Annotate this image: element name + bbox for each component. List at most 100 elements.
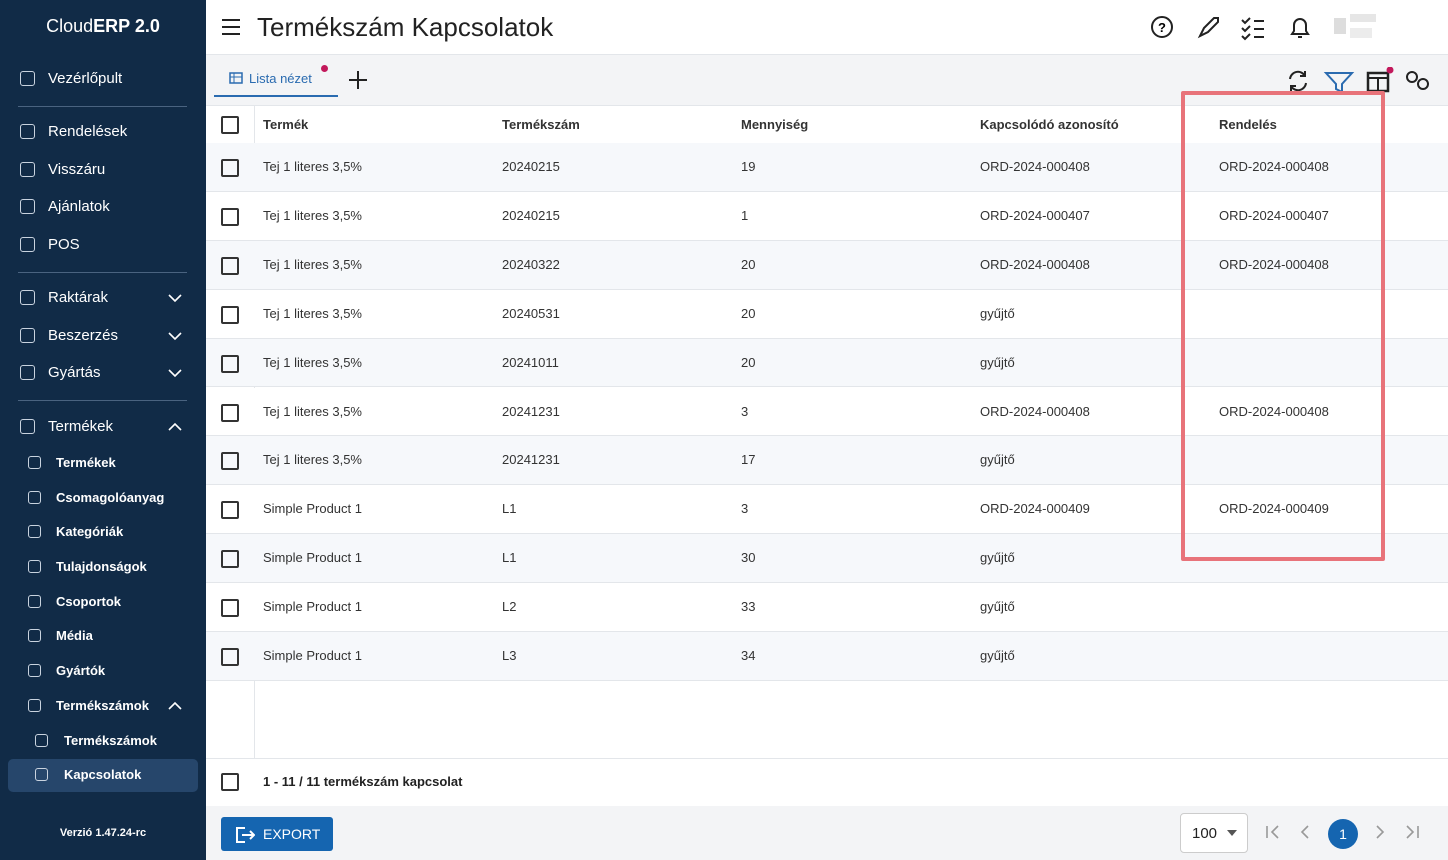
chevron[interactable] [168, 368, 182, 378]
export-button[interactable]: EXPORT [221, 817, 333, 851]
menu-icon [20, 365, 35, 380]
chevron[interactable] [168, 701, 182, 711]
table-cell: ORD-2024-000408 [980, 403, 1090, 419]
table-cell: 1 [741, 207, 749, 223]
table-row [206, 583, 1448, 632]
row-summary: 1 - 11 / 11 termékszám kapcsolat [263, 774, 463, 789]
checkbox[interactable] [221, 116, 239, 134]
checkbox[interactable] [221, 403, 239, 422]
chevron[interactable] [168, 293, 182, 303]
checkbox[interactable] [221, 452, 239, 471]
menu-item[interactable]: Beszerzés [48, 327, 119, 344]
toolbar-icons[interactable] [1286, 67, 1436, 95]
submenu-item[interactable]: Termékszámok [64, 733, 157, 748]
menu-item[interactable]: Ajánlatok [48, 198, 110, 215]
table-cell: Simple Product 1 [263, 599, 362, 615]
topbar: Termékszám Kapcsolatok ? [206, 0, 1448, 55]
version: Verzió 1.47.24-rc [59, 827, 147, 839]
checkbox[interactable] [221, 501, 239, 520]
table-cell: gyűjtő [980, 648, 1015, 663]
export-label: EXPORT [263, 826, 321, 842]
menu-icon [20, 71, 35, 86]
checkbox[interactable] [221, 599, 239, 618]
menu-icon [20, 419, 35, 434]
menu-item[interactable]: Vezérlőpult [48, 70, 123, 87]
menu-icon [20, 328, 35, 343]
table-cell: ORD-2024-000408 [1219, 403, 1329, 419]
table-row [206, 240, 1448, 290]
submenu-item[interactable]: Gyártók [56, 663, 106, 678]
chevron[interactable] [168, 331, 182, 341]
brand: CloudERP 2.0 [0, 16, 206, 37]
table-cell: 20240322 [502, 256, 560, 272]
column-header[interactable]: Rendelés [1219, 117, 1277, 132]
column-header[interactable]: Termék [263, 117, 309, 132]
submenu-item[interactable]: Kategóriák [56, 524, 124, 539]
submenu-icon [28, 456, 41, 469]
tab[interactable]: Lista nézet [214, 55, 338, 97]
table-cell: 20240215 [502, 207, 560, 223]
table-cell: ORD-2024-000407 [980, 207, 1090, 223]
checkbox[interactable] [221, 305, 239, 324]
table-cell: 20241011 [502, 354, 559, 370]
checkbox[interactable] [221, 354, 239, 373]
checkbox[interactable] [221, 550, 239, 569]
column-header[interactable]: Mennyiség [741, 117, 809, 132]
add-tab[interactable] [347, 69, 369, 91]
table-cell: 19 [741, 159, 756, 174]
table-cell: gyűjtő [980, 452, 1015, 468]
table-cell: 3 [741, 403, 749, 419]
table-cell: Simple Product 1 [263, 501, 362, 517]
brand-bold: ERP 2.0 [93, 16, 160, 36]
table-row [206, 632, 1448, 681]
column-header[interactable]: Kapcsolódó azonosító [980, 117, 1119, 132]
menu-toggle[interactable] [220, 17, 242, 37]
highlight-box [1181, 91, 1385, 561]
checkbox[interactable] [221, 256, 239, 275]
table-cell: 20240531 [502, 305, 560, 321]
submenu-item[interactable]: Csoportok [56, 594, 121, 609]
table-cell: 34 [741, 648, 756, 663]
checkbox[interactable] [221, 648, 239, 666]
chevron[interactable] [168, 422, 182, 432]
submenu-item[interactable]: Kapcsolatok [64, 767, 142, 782]
table-cell: gyűjtő [980, 599, 1015, 615]
table-cell: ORD-2024-000408 [1219, 159, 1329, 174]
table-cell: gyűjtő [980, 305, 1015, 321]
submenu-item[interactable]: Termékek [56, 455, 116, 470]
column-header[interactable]: Termékszám [502, 117, 580, 132]
table-cell: ORD-2024-000409 [1219, 501, 1329, 517]
table-cell: 20 [741, 305, 756, 321]
submenu-icon [35, 768, 48, 781]
header-icons[interactable]: ? [1150, 14, 1380, 42]
pager-next[interactable] [1374, 823, 1424, 843]
submenu-icon [28, 491, 41, 504]
page-size-select[interactable]: 100 [1180, 813, 1248, 853]
table-cell: 20240215 [502, 159, 560, 174]
menu-item[interactable]: Gyártás [48, 364, 101, 381]
checkbox[interactable] [221, 159, 239, 177]
submenu-item[interactable]: Csomagolóanyag [56, 490, 165, 505]
table-cell: L2 [502, 599, 517, 615]
table-cell: Tej 1 literes 3,5% [263, 256, 362, 272]
table-cell: ORD-2024-000408 [1219, 256, 1329, 272]
pager-prev[interactable] [1264, 823, 1314, 843]
menu-item[interactable]: POS [48, 236, 80, 253]
menu-item[interactable]: Rendelések [48, 123, 128, 140]
menu-item[interactable]: Raktárak [48, 289, 109, 306]
checkbox[interactable] [221, 773, 239, 791]
menu-item[interactable]: Termékek [48, 418, 114, 435]
table-cell: gyűjtő [980, 354, 1015, 370]
current-page[interactable]: 1 [1328, 819, 1358, 849]
table-cell: 20 [741, 256, 756, 272]
divider [18, 400, 187, 401]
menu-icon [20, 290, 35, 305]
submenu-item[interactable]: Média [56, 628, 93, 643]
submenu-item[interactable]: Termékszámok [56, 698, 149, 713]
table-cell: ORD-2024-000408 [980, 159, 1090, 174]
submenu-icon [28, 525, 41, 538]
table-cell: 30 [741, 550, 756, 566]
checkbox[interactable] [221, 207, 239, 226]
submenu-item[interactable]: Tulajdonságok [56, 559, 147, 574]
menu-item[interactable]: Visszáru [48, 161, 106, 178]
